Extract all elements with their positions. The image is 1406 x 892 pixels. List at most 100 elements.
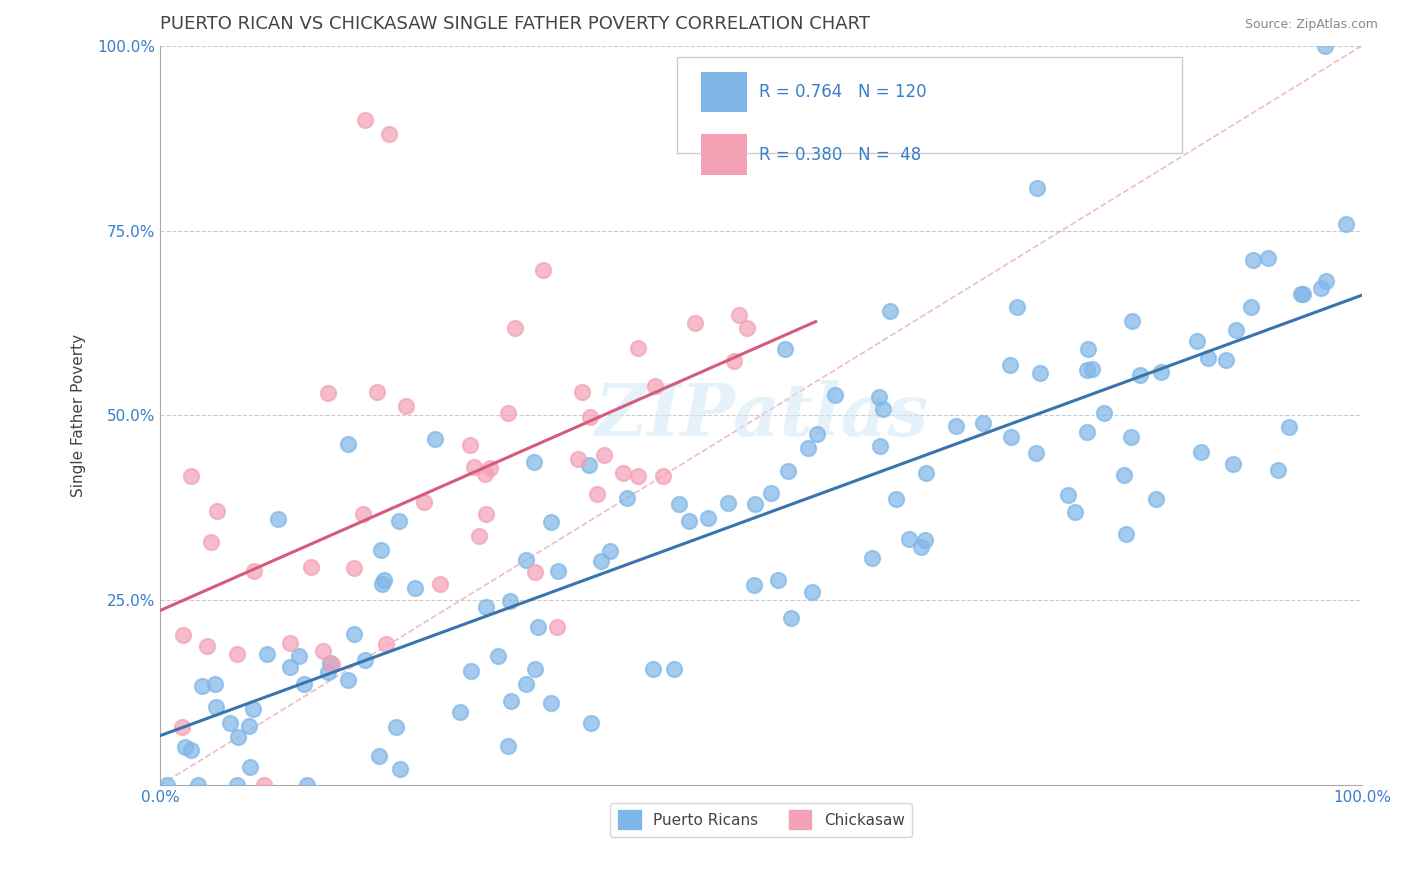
Point: [778, 464, 800, 478]
Point: [278, 659, 301, 673]
Point: [579, 715, 602, 730]
Point: [697, 511, 720, 525]
Point: [1144, 492, 1167, 507]
Point: [910, 541, 932, 555]
Point: [172, 628, 194, 642]
Point: [1026, 181, 1049, 195]
Point: [651, 469, 673, 483]
Point: [225, 648, 247, 662]
Point: [761, 486, 783, 500]
Point: [321, 657, 343, 671]
Point: [1121, 314, 1143, 328]
Point: [253, 778, 276, 792]
Point: [515, 676, 537, 690]
Point: [644, 379, 666, 393]
Point: [205, 699, 228, 714]
Point: [515, 553, 537, 567]
Point: [578, 458, 600, 472]
Point: [1334, 217, 1357, 231]
Point: [1129, 368, 1152, 383]
Point: [868, 390, 890, 404]
Point: [225, 778, 247, 792]
Point: [463, 459, 485, 474]
Point: [429, 577, 451, 591]
Point: [824, 388, 846, 402]
Point: [1076, 362, 1098, 376]
Point: [766, 573, 789, 587]
Point: [243, 564, 266, 578]
Point: [352, 507, 374, 521]
Point: [295, 778, 318, 792]
Point: [475, 599, 498, 614]
Point: [972, 416, 994, 430]
Point: [180, 469, 202, 483]
Point: [773, 342, 796, 356]
FancyBboxPatch shape: [702, 135, 747, 175]
Point: [1063, 504, 1085, 518]
Point: [1240, 300, 1263, 314]
Point: [499, 594, 522, 608]
Point: [468, 528, 491, 542]
Point: [869, 439, 891, 453]
Point: [567, 452, 589, 467]
Point: [1225, 323, 1247, 337]
Point: [200, 535, 222, 549]
Point: [239, 760, 262, 774]
Point: [797, 442, 820, 456]
Point: [998, 358, 1021, 372]
Point: [914, 533, 936, 547]
Point: [727, 308, 749, 322]
Point: [742, 578, 765, 592]
Point: [336, 437, 359, 451]
Point: [373, 573, 395, 587]
Point: [1215, 353, 1237, 368]
Point: [540, 515, 562, 529]
Point: [460, 664, 482, 678]
Point: [377, 128, 399, 142]
Point: [571, 385, 593, 400]
Point: [872, 401, 894, 416]
Point: [592, 448, 614, 462]
Point: [801, 584, 824, 599]
Point: [1267, 463, 1289, 477]
Point: [395, 400, 418, 414]
Point: [1025, 446, 1047, 460]
Point: [187, 778, 209, 792]
Point: [616, 491, 638, 506]
Point: [627, 469, 650, 483]
Point: [627, 341, 650, 355]
Point: [388, 514, 411, 528]
Point: [779, 611, 801, 625]
Y-axis label: Single Father Poverty: Single Father Poverty: [72, 334, 86, 497]
Point: [1076, 425, 1098, 439]
Point: [288, 648, 311, 663]
Point: [915, 467, 938, 481]
Point: [1077, 342, 1099, 356]
Point: [367, 748, 389, 763]
Point: [945, 419, 967, 434]
Point: [278, 636, 301, 650]
Point: [599, 543, 621, 558]
Point: [1241, 253, 1264, 268]
Point: [531, 262, 554, 277]
Point: [898, 533, 921, 547]
Point: [486, 649, 509, 664]
Legend: Puerto Ricans, Chickasaw: Puerto Ricans, Chickasaw: [610, 803, 912, 837]
Point: [413, 495, 436, 509]
Point: [523, 565, 546, 579]
Point: [336, 673, 359, 687]
Point: [1315, 38, 1337, 53]
Point: [643, 662, 665, 676]
Point: [374, 637, 396, 651]
Point: [585, 487, 607, 501]
Point: [1149, 365, 1171, 379]
Point: [1197, 351, 1219, 365]
Point: [479, 461, 502, 475]
FancyBboxPatch shape: [676, 57, 1181, 153]
Point: [884, 491, 907, 506]
Point: [228, 730, 250, 744]
Point: [523, 662, 546, 676]
Point: [292, 677, 315, 691]
Text: ZIPatlas: ZIPatlas: [595, 380, 928, 450]
Point: [662, 662, 685, 676]
